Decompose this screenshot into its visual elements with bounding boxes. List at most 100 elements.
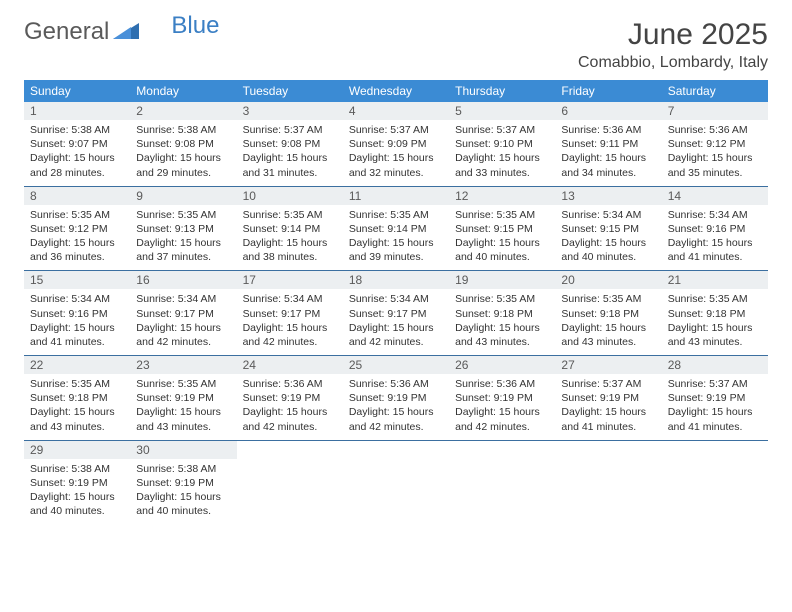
sunset-line: Sunset: 9:16 PM	[668, 222, 762, 236]
day-body: Sunrise: 5:38 AMSunset: 9:07 PMDaylight:…	[24, 120, 130, 186]
day-body: Sunrise: 5:34 AMSunset: 9:16 PMDaylight:…	[662, 205, 768, 271]
calendar-row: 22Sunrise: 5:35 AMSunset: 9:18 PMDayligh…	[24, 356, 768, 441]
day-number: 17	[237, 271, 343, 289]
calendar-cell: 27Sunrise: 5:37 AMSunset: 9:19 PMDayligh…	[555, 356, 661, 441]
day-body: Sunrise: 5:36 AMSunset: 9:19 PMDaylight:…	[449, 374, 555, 440]
day-number: 12	[449, 187, 555, 205]
daylight-line: Daylight: 15 hours and 35 minutes.	[668, 151, 762, 179]
day-number: 18	[343, 271, 449, 289]
day-number: 6	[555, 102, 661, 120]
day-number: 1	[24, 102, 130, 120]
day-number: 3	[237, 102, 343, 120]
weekday-header: Saturday	[662, 80, 768, 102]
sunset-line: Sunset: 9:08 PM	[136, 137, 230, 151]
calendar-cell: 15Sunrise: 5:34 AMSunset: 9:16 PMDayligh…	[24, 271, 130, 356]
sunrise-line: Sunrise: 5:34 AM	[668, 208, 762, 222]
day-number: 13	[555, 187, 661, 205]
calendar-cell: 8Sunrise: 5:35 AMSunset: 9:12 PMDaylight…	[24, 186, 130, 271]
calendar-cell: 22Sunrise: 5:35 AMSunset: 9:18 PMDayligh…	[24, 356, 130, 441]
weekday-header: Tuesday	[237, 80, 343, 102]
day-number: 26	[449, 356, 555, 374]
calendar-cell	[237, 440, 343, 524]
day-number: 21	[662, 271, 768, 289]
calendar-cell: 12Sunrise: 5:35 AMSunset: 9:15 PMDayligh…	[449, 186, 555, 271]
sunset-line: Sunset: 9:17 PM	[349, 307, 443, 321]
logo-text-blue: Blue	[171, 12, 219, 40]
weekday-header: Wednesday	[343, 80, 449, 102]
calendar-cell: 23Sunrise: 5:35 AMSunset: 9:19 PMDayligh…	[130, 356, 236, 441]
day-number: 14	[662, 187, 768, 205]
daylight-line: Daylight: 15 hours and 40 minutes.	[561, 236, 655, 264]
calendar-cell: 2Sunrise: 5:38 AMSunset: 9:08 PMDaylight…	[130, 102, 236, 186]
day-body: Sunrise: 5:35 AMSunset: 9:18 PMDaylight:…	[449, 289, 555, 355]
calendar-cell: 9Sunrise: 5:35 AMSunset: 9:13 PMDaylight…	[130, 186, 236, 271]
calendar-cell: 6Sunrise: 5:36 AMSunset: 9:11 PMDaylight…	[555, 102, 661, 186]
day-body: Sunrise: 5:35 AMSunset: 9:19 PMDaylight:…	[130, 374, 236, 440]
day-number: 27	[555, 356, 661, 374]
calendar-row: 29Sunrise: 5:38 AMSunset: 9:19 PMDayligh…	[24, 440, 768, 524]
day-number: 11	[343, 187, 449, 205]
sunset-line: Sunset: 9:15 PM	[455, 222, 549, 236]
day-body: Sunrise: 5:36 AMSunset: 9:11 PMDaylight:…	[555, 120, 661, 186]
day-number: 15	[24, 271, 130, 289]
daylight-line: Daylight: 15 hours and 38 minutes.	[243, 236, 337, 264]
sunrise-line: Sunrise: 5:35 AM	[349, 208, 443, 222]
day-body: Sunrise: 5:38 AMSunset: 9:08 PMDaylight:…	[130, 120, 236, 186]
daylight-line: Daylight: 15 hours and 43 minutes.	[30, 405, 124, 433]
day-number: 5	[449, 102, 555, 120]
sunset-line: Sunset: 9:14 PM	[243, 222, 337, 236]
day-body: Sunrise: 5:35 AMSunset: 9:18 PMDaylight:…	[24, 374, 130, 440]
logo-triangle-icon	[113, 18, 139, 46]
daylight-line: Daylight: 15 hours and 42 minutes.	[243, 405, 337, 433]
day-body: Sunrise: 5:36 AMSunset: 9:19 PMDaylight:…	[343, 374, 449, 440]
sunrise-line: Sunrise: 5:35 AM	[136, 377, 230, 391]
daylight-line: Daylight: 15 hours and 42 minutes.	[349, 321, 443, 349]
sunrise-line: Sunrise: 5:35 AM	[668, 292, 762, 306]
sunrise-line: Sunrise: 5:35 AM	[30, 208, 124, 222]
calendar-cell: 17Sunrise: 5:34 AMSunset: 9:17 PMDayligh…	[237, 271, 343, 356]
sunrise-line: Sunrise: 5:36 AM	[243, 377, 337, 391]
sunset-line: Sunset: 9:18 PM	[561, 307, 655, 321]
calendar-body: 1Sunrise: 5:38 AMSunset: 9:07 PMDaylight…	[24, 102, 768, 524]
sunrise-line: Sunrise: 5:37 AM	[243, 123, 337, 137]
day-number: 9	[130, 187, 236, 205]
day-body: Sunrise: 5:37 AMSunset: 9:09 PMDaylight:…	[343, 120, 449, 186]
daylight-line: Daylight: 15 hours and 31 minutes.	[243, 151, 337, 179]
day-body: Sunrise: 5:35 AMSunset: 9:12 PMDaylight:…	[24, 205, 130, 271]
sunrise-line: Sunrise: 5:34 AM	[30, 292, 124, 306]
daylight-line: Daylight: 15 hours and 42 minutes.	[455, 405, 549, 433]
calendar-cell: 20Sunrise: 5:35 AMSunset: 9:18 PMDayligh…	[555, 271, 661, 356]
daylight-line: Daylight: 15 hours and 37 minutes.	[136, 236, 230, 264]
day-body: Sunrise: 5:35 AMSunset: 9:14 PMDaylight:…	[343, 205, 449, 271]
sunset-line: Sunset: 9:19 PM	[243, 391, 337, 405]
day-body: Sunrise: 5:37 AMSunset: 9:10 PMDaylight:…	[449, 120, 555, 186]
daylight-line: Daylight: 15 hours and 41 minutes.	[668, 236, 762, 264]
sunrise-line: Sunrise: 5:38 AM	[30, 462, 124, 476]
daylight-line: Daylight: 15 hours and 34 minutes.	[561, 151, 655, 179]
sunset-line: Sunset: 9:08 PM	[243, 137, 337, 151]
sunrise-line: Sunrise: 5:38 AM	[30, 123, 124, 137]
day-number: 20	[555, 271, 661, 289]
sunset-line: Sunset: 9:07 PM	[30, 137, 124, 151]
sunset-line: Sunset: 9:19 PM	[668, 391, 762, 405]
sunrise-line: Sunrise: 5:35 AM	[455, 208, 549, 222]
sunrise-line: Sunrise: 5:35 AM	[243, 208, 337, 222]
sunrise-line: Sunrise: 5:35 AM	[30, 377, 124, 391]
calendar-cell	[555, 440, 661, 524]
day-body: Sunrise: 5:35 AMSunset: 9:18 PMDaylight:…	[555, 289, 661, 355]
logo-text-general: General	[24, 18, 109, 46]
calendar-cell: 25Sunrise: 5:36 AMSunset: 9:19 PMDayligh…	[343, 356, 449, 441]
sunrise-line: Sunrise: 5:38 AM	[136, 123, 230, 137]
day-number: 10	[237, 187, 343, 205]
sunset-line: Sunset: 9:17 PM	[243, 307, 337, 321]
day-body: Sunrise: 5:36 AMSunset: 9:12 PMDaylight:…	[662, 120, 768, 186]
day-body: Sunrise: 5:37 AMSunset: 9:08 PMDaylight:…	[237, 120, 343, 186]
day-number: 25	[343, 356, 449, 374]
daylight-line: Daylight: 15 hours and 42 minutes.	[136, 321, 230, 349]
sunset-line: Sunset: 9:18 PM	[30, 391, 124, 405]
sunrise-line: Sunrise: 5:37 AM	[349, 123, 443, 137]
sunset-line: Sunset: 9:18 PM	[668, 307, 762, 321]
calendar-cell: 28Sunrise: 5:37 AMSunset: 9:19 PMDayligh…	[662, 356, 768, 441]
sunset-line: Sunset: 9:17 PM	[136, 307, 230, 321]
daylight-line: Daylight: 15 hours and 36 minutes.	[30, 236, 124, 264]
